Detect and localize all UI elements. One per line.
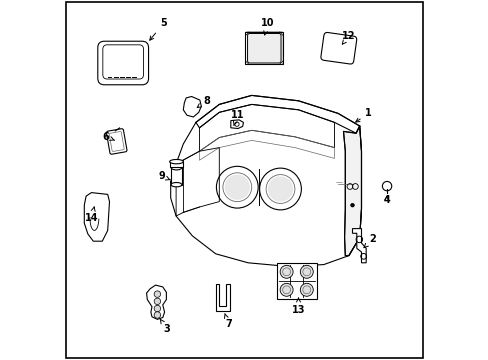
Circle shape xyxy=(154,291,160,297)
Polygon shape xyxy=(343,126,361,256)
Text: 14: 14 xyxy=(84,207,98,223)
Text: 3: 3 xyxy=(160,319,170,334)
Circle shape xyxy=(280,265,292,278)
Ellipse shape xyxy=(171,165,182,170)
Text: 10: 10 xyxy=(261,18,274,35)
Text: 2: 2 xyxy=(363,234,375,248)
Text: 1: 1 xyxy=(355,108,371,122)
Ellipse shape xyxy=(171,183,182,187)
Polygon shape xyxy=(230,120,243,129)
Circle shape xyxy=(154,298,160,305)
Bar xyxy=(171,167,182,185)
Bar xyxy=(169,162,183,167)
Bar xyxy=(245,32,283,64)
Polygon shape xyxy=(352,229,366,263)
Circle shape xyxy=(350,203,354,207)
Text: 6: 6 xyxy=(102,132,114,142)
Text: 13: 13 xyxy=(291,298,305,315)
Text: 9: 9 xyxy=(158,171,170,181)
Circle shape xyxy=(267,176,292,202)
Bar xyxy=(276,263,316,299)
Circle shape xyxy=(300,283,313,296)
Circle shape xyxy=(154,305,160,312)
Circle shape xyxy=(224,175,249,200)
Circle shape xyxy=(280,283,292,296)
Text: 11: 11 xyxy=(230,110,244,126)
Text: 12: 12 xyxy=(342,31,355,44)
FancyBboxPatch shape xyxy=(247,33,281,63)
FancyBboxPatch shape xyxy=(102,45,143,79)
Polygon shape xyxy=(215,284,230,310)
Text: 5: 5 xyxy=(149,18,166,40)
Polygon shape xyxy=(146,285,166,319)
Text: 7: 7 xyxy=(224,314,231,329)
Polygon shape xyxy=(84,193,109,241)
Circle shape xyxy=(300,265,313,278)
FancyBboxPatch shape xyxy=(98,41,148,85)
Polygon shape xyxy=(183,96,201,117)
Text: 8: 8 xyxy=(197,96,210,108)
FancyBboxPatch shape xyxy=(109,131,124,152)
Ellipse shape xyxy=(169,159,183,164)
FancyBboxPatch shape xyxy=(320,32,356,64)
FancyBboxPatch shape xyxy=(106,129,127,154)
Text: 4: 4 xyxy=(383,195,389,205)
Circle shape xyxy=(154,312,160,318)
